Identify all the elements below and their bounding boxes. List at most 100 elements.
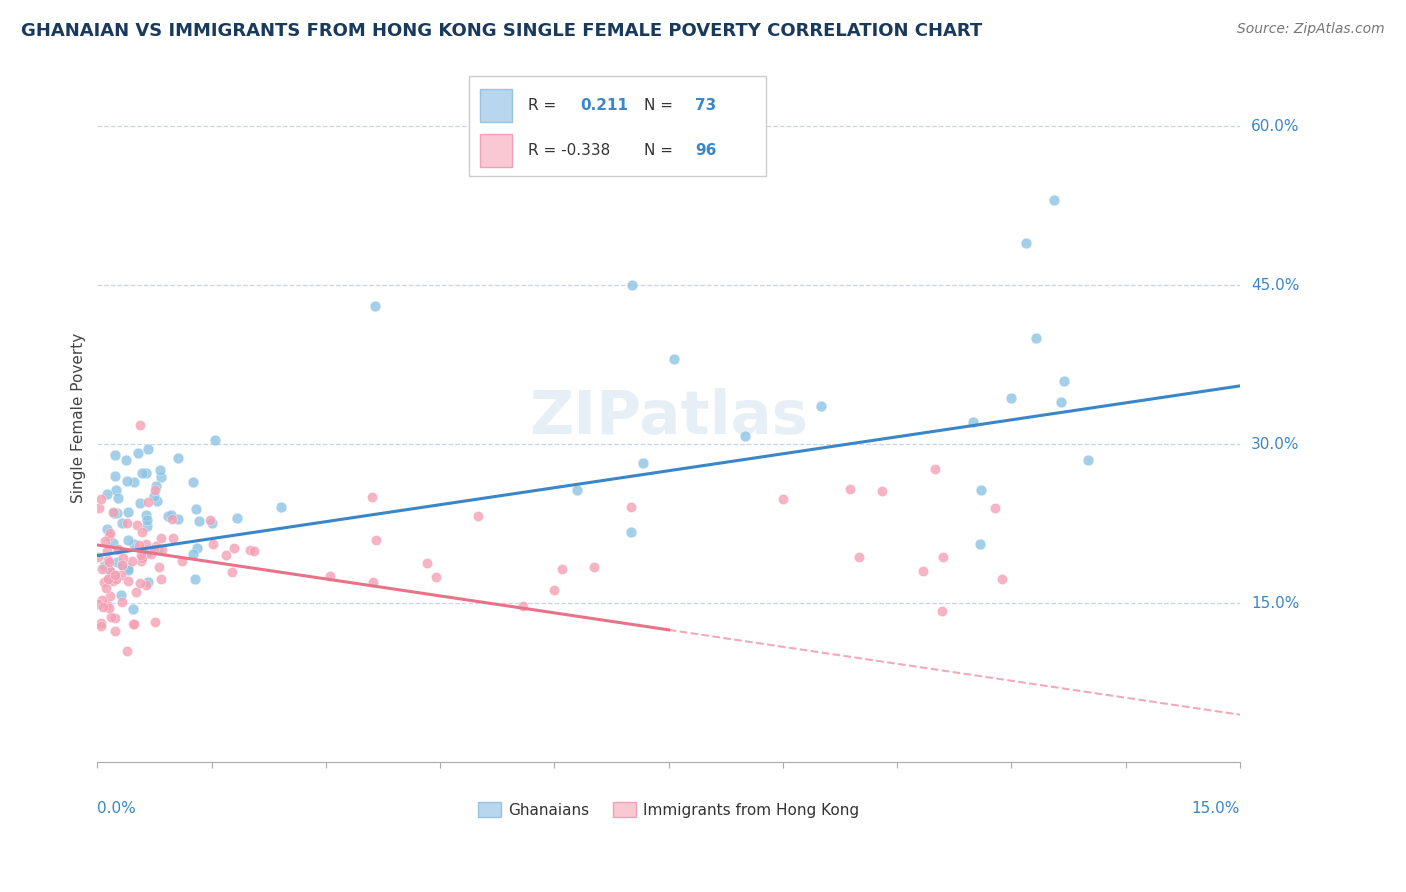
Text: ZIPatlas: ZIPatlas <box>529 388 808 447</box>
Point <box>361 574 384 589</box>
Point <box>565 483 588 497</box>
Point <box>131 550 153 565</box>
Point <box>105 483 128 497</box>
Point <box>122 475 145 490</box>
Text: Source: ZipAtlas.com: Source: ZipAtlas.com <box>1237 22 1385 37</box>
Point <box>129 549 152 563</box>
Point <box>135 508 157 523</box>
Point <box>143 542 166 557</box>
Point <box>145 539 167 553</box>
Point <box>239 543 262 558</box>
Point <box>734 429 756 443</box>
Point <box>115 516 138 531</box>
Point <box>86 549 108 564</box>
Point <box>962 415 984 429</box>
FancyBboxPatch shape <box>479 135 512 168</box>
Point <box>125 585 148 599</box>
Point <box>111 558 134 572</box>
Point <box>131 466 153 480</box>
Text: 96: 96 <box>695 144 716 159</box>
Point <box>115 644 138 658</box>
Point <box>467 508 489 523</box>
Point <box>135 536 157 550</box>
Point <box>122 536 145 550</box>
Point <box>924 462 946 476</box>
Point <box>105 572 128 586</box>
Point <box>242 543 264 558</box>
Point <box>129 554 152 568</box>
Point <box>186 502 208 516</box>
Point <box>107 543 129 558</box>
Point <box>1043 194 1066 208</box>
Point <box>115 453 138 467</box>
Point <box>184 572 207 586</box>
Text: 0.211: 0.211 <box>581 98 628 113</box>
Point <box>186 541 208 556</box>
Point <box>221 565 243 579</box>
Point <box>150 469 173 483</box>
Point <box>90 491 112 506</box>
Point <box>620 278 643 293</box>
Point <box>984 500 1007 515</box>
Point <box>97 555 120 569</box>
Text: N =: N = <box>644 144 672 159</box>
Point <box>87 597 110 611</box>
Point <box>107 555 129 569</box>
Point <box>91 562 114 576</box>
Point <box>96 522 118 536</box>
Point <box>107 542 129 557</box>
Point <box>1025 331 1047 345</box>
Point <box>145 483 167 497</box>
Point <box>101 574 124 588</box>
Point <box>136 518 159 533</box>
Point <box>166 450 188 465</box>
Text: GHANAIAN VS IMMIGRANTS FROM HONG KONG SINGLE FEMALE POVERTY CORRELATION CHART: GHANAIAN VS IMMIGRANTS FROM HONG KONG SI… <box>21 22 983 40</box>
Text: 15.0%: 15.0% <box>1192 801 1240 816</box>
Point <box>149 463 172 477</box>
Point <box>111 551 134 566</box>
Point <box>97 529 120 543</box>
Point <box>93 559 115 574</box>
Point <box>170 554 193 568</box>
Text: 15.0%: 15.0% <box>1251 596 1299 611</box>
Point <box>631 456 654 470</box>
Point <box>162 512 184 526</box>
Text: 0.0%: 0.0% <box>97 801 136 816</box>
Point <box>98 600 121 615</box>
Point <box>135 467 157 481</box>
Point <box>970 483 993 498</box>
Point <box>991 572 1014 586</box>
Point <box>128 538 150 552</box>
Point <box>107 491 129 505</box>
Text: 30.0%: 30.0% <box>1251 437 1299 451</box>
Point <box>364 299 387 313</box>
Point <box>145 479 167 493</box>
Point <box>125 518 148 533</box>
Text: 45.0%: 45.0% <box>1251 277 1299 293</box>
Point <box>97 552 120 566</box>
Point <box>146 493 169 508</box>
Point <box>90 615 112 630</box>
Y-axis label: Single Female Poverty: Single Female Poverty <box>72 333 86 503</box>
FancyBboxPatch shape <box>479 89 512 122</box>
Point <box>848 549 870 564</box>
Point <box>96 486 118 500</box>
Point <box>226 510 249 524</box>
Legend: Ghanaians, Immigrants from Hong Kong: Ghanaians, Immigrants from Hong Kong <box>472 796 866 823</box>
Point <box>96 543 118 558</box>
Point <box>96 599 118 613</box>
Point <box>117 533 139 547</box>
Point <box>148 560 170 574</box>
Point <box>360 490 382 504</box>
Point <box>202 537 225 551</box>
Point <box>145 615 167 629</box>
Point <box>104 568 127 582</box>
Point <box>183 475 205 490</box>
Point <box>97 572 120 586</box>
Point <box>810 399 832 413</box>
Point <box>415 556 437 570</box>
Point <box>1000 391 1022 405</box>
Point <box>98 565 121 579</box>
Point <box>94 581 117 595</box>
Point <box>143 489 166 503</box>
